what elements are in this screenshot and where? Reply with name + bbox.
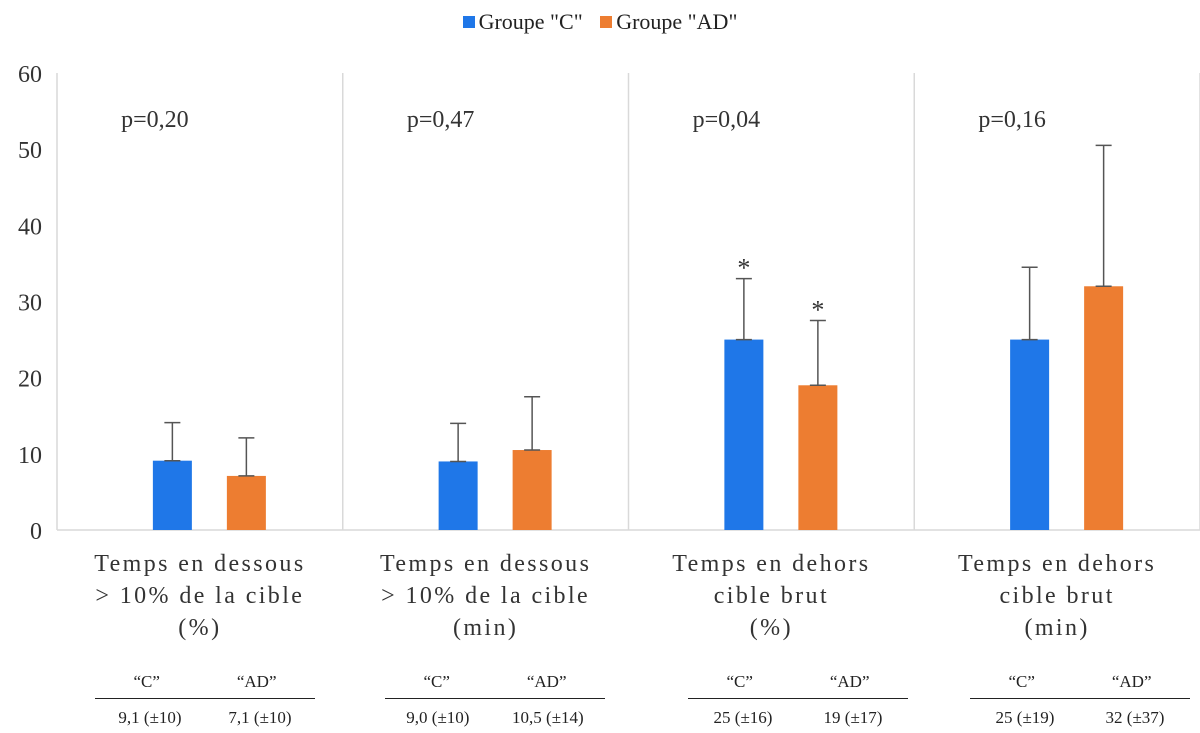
category-label: cible brut: [999, 583, 1114, 609]
stats-header-c: “C”: [423, 672, 450, 691]
legend-swatch-c: [462, 16, 475, 28]
category-label: (%): [178, 615, 221, 641]
stats-rule: [688, 698, 908, 699]
stats-value-c: 25 (±19): [995, 708, 1055, 727]
category-label: Temps en dehors: [672, 551, 870, 577]
legend-swatch-ad: [600, 16, 613, 28]
significance-star: *: [811, 296, 824, 325]
stats-value-ad: 32 (±37): [1105, 708, 1165, 727]
legend-item-ad: Groupe "AD": [600, 9, 737, 35]
stats-header-ad: “AD”: [829, 672, 870, 691]
bar-groupe-ad: [1084, 286, 1124, 530]
stats-header-c: “C”: [1008, 672, 1035, 691]
p-value-label: p=0,47: [407, 107, 475, 133]
stats-value-ad: 10,5 (±14): [512, 708, 584, 727]
bar-groupe-ad: [226, 475, 266, 530]
category-label: (%): [750, 615, 793, 641]
bar-groupe-ad: [798, 385, 838, 530]
legend-label-ad: Groupe "AD": [616, 9, 738, 34]
stats-value-c: 9,0 (±10): [406, 708, 470, 727]
y-tick-label: 20: [18, 367, 42, 393]
category-label: (min): [1024, 615, 1089, 641]
category-label: > 10% de la cible: [381, 583, 590, 609]
legend: Groupe "C" Groupe "AD": [0, 8, 1200, 35]
y-tick-label: 10: [18, 443, 42, 469]
stats-header-c: “C”: [726, 672, 753, 691]
y-tick-label: 0: [30, 519, 42, 545]
category-label: > 10% de la cible: [95, 583, 304, 609]
stats-rule: [95, 698, 315, 699]
bar-groupe-c: [438, 461, 478, 530]
bar-groupe-c: [152, 460, 192, 530]
stats-header-ad: “AD”: [526, 672, 567, 691]
stats-value-ad: 7,1 (±10): [228, 708, 292, 727]
stats-header-ad: “AD”: [1111, 672, 1152, 691]
p-value-label: p=0,20: [121, 107, 189, 133]
y-tick-label: 40: [18, 214, 42, 240]
category-label: Temps en dessous: [380, 551, 591, 577]
stats-rule: [970, 698, 1190, 699]
stats-rule: [385, 698, 605, 699]
y-tick-label: 30: [18, 291, 42, 317]
category-label: Temps en dessous: [94, 551, 305, 577]
p-value-label: p=0,04: [693, 107, 761, 133]
p-value-label: p=0,16: [978, 107, 1046, 133]
category-label: Temps en dehors: [958, 551, 1156, 577]
stats-value-ad: 19 (±17): [823, 708, 883, 727]
stats-value-c: 9,1 (±10): [118, 708, 182, 727]
legend-item-c: Groupe "C": [462, 9, 583, 35]
category-label: cible brut: [714, 583, 829, 609]
stats-value-c: 25 (±16): [713, 708, 773, 727]
bar-groupe-c: [1010, 339, 1050, 530]
stats-header-c: “C”: [133, 672, 160, 691]
legend-label-c: Groupe "C": [478, 9, 583, 34]
significance-star: *: [737, 254, 750, 283]
y-tick-label: 50: [18, 138, 42, 164]
bar-groupe-c: [724, 339, 764, 530]
y-tick-label: 60: [18, 62, 42, 88]
stats-header-ad: “AD”: [236, 672, 277, 691]
bar-groupe-ad: [512, 450, 552, 530]
category-label: (min): [453, 615, 518, 641]
